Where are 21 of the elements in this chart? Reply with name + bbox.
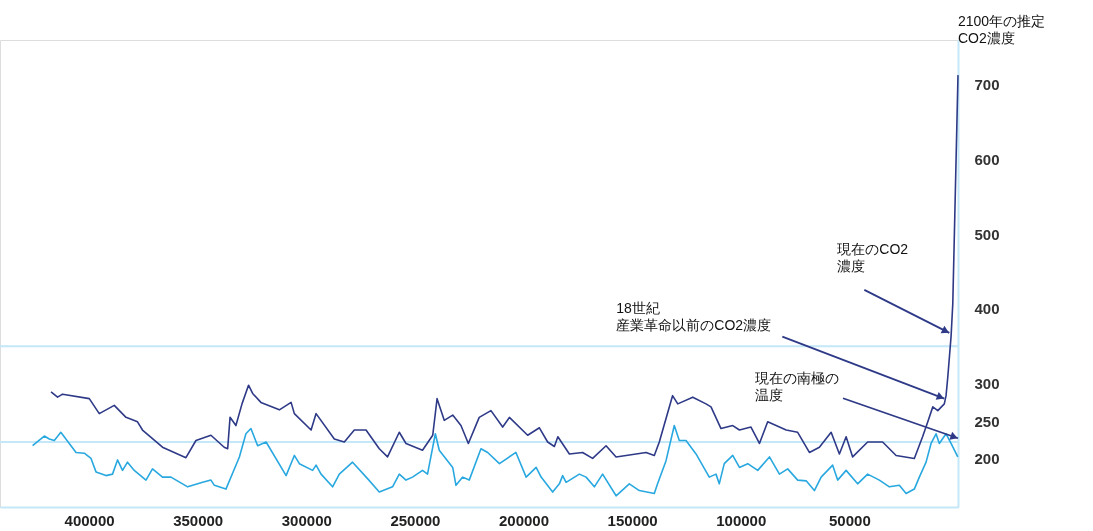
line-series	[50, 74, 959, 460]
annotation: 現在の南極の温度	[755, 370, 839, 404]
x-tick-label: 200000	[499, 511, 550, 529]
x-tick-label: 300000	[281, 511, 332, 529]
y-tick-label: 250	[974, 412, 1000, 430]
y-tick-label: 200	[974, 449, 1000, 467]
y-tick-label: 500	[974, 225, 1000, 243]
line-series	[31, 424, 959, 497]
x-tick-label: 400000	[64, 511, 115, 529]
x-tick-label: 350000	[173, 511, 224, 529]
y-tick-label: 600	[974, 151, 1000, 169]
x-tick-label: 250000	[390, 511, 441, 529]
y-tick-label: 700	[974, 76, 1000, 94]
x-tick-label: 150000	[607, 511, 658, 529]
y-tick-label: 400	[974, 300, 1000, 318]
y-tick-label: 300	[974, 375, 1000, 393]
x-tick-label: 100000	[716, 511, 767, 529]
annotation: 18世紀産業革命以前のCO2濃度	[616, 299, 772, 333]
annotation: 現在のCO2濃度	[837, 240, 909, 274]
annotation: 2100年の推定CO2濃度	[958, 13, 1046, 47]
x-tick-label: 50000	[829, 511, 871, 529]
